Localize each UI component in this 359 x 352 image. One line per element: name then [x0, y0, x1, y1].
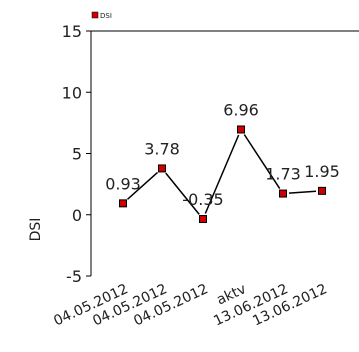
data-label: 0.93	[105, 174, 141, 193]
data-points	[119, 125, 326, 224]
y-tick-label: 10	[62, 83, 82, 102]
data-label: -0.35	[182, 190, 223, 209]
data-point	[119, 199, 127, 208]
data-point	[318, 186, 326, 195]
axes: -5 0 5 10 15 DSI	[28, 22, 359, 286]
data-point	[237, 125, 245, 134]
y-tick-label: 0	[72, 206, 82, 225]
data-point	[279, 189, 287, 198]
series-line-segment	[165, 172, 200, 215]
y-tick-label: 5	[72, 145, 82, 164]
series-line-segment	[288, 190, 317, 194]
legend-label: DSI	[100, 12, 112, 20]
series-lines	[126, 134, 317, 215]
legend: DSI	[91, 11, 112, 20]
series-line-segment	[204, 134, 240, 214]
data-point	[158, 164, 166, 173]
data-label: 6.96	[223, 100, 259, 119]
data-point	[199, 215, 207, 224]
legend-swatch	[91, 11, 99, 19]
y-axis-title: DSI	[28, 218, 44, 242]
data-label: 1.73	[265, 165, 301, 184]
y-tick-label: 15	[62, 22, 82, 41]
data-label: 1.95	[304, 162, 340, 181]
y-tick-label: -5	[66, 267, 82, 286]
data-labels: 0.933.78 -0.35 6.96 1.73 1.95	[105, 100, 340, 209]
series-line-segment	[243, 134, 281, 189]
series-line-segment	[126, 171, 159, 200]
data-label: 3.78	[144, 139, 180, 158]
